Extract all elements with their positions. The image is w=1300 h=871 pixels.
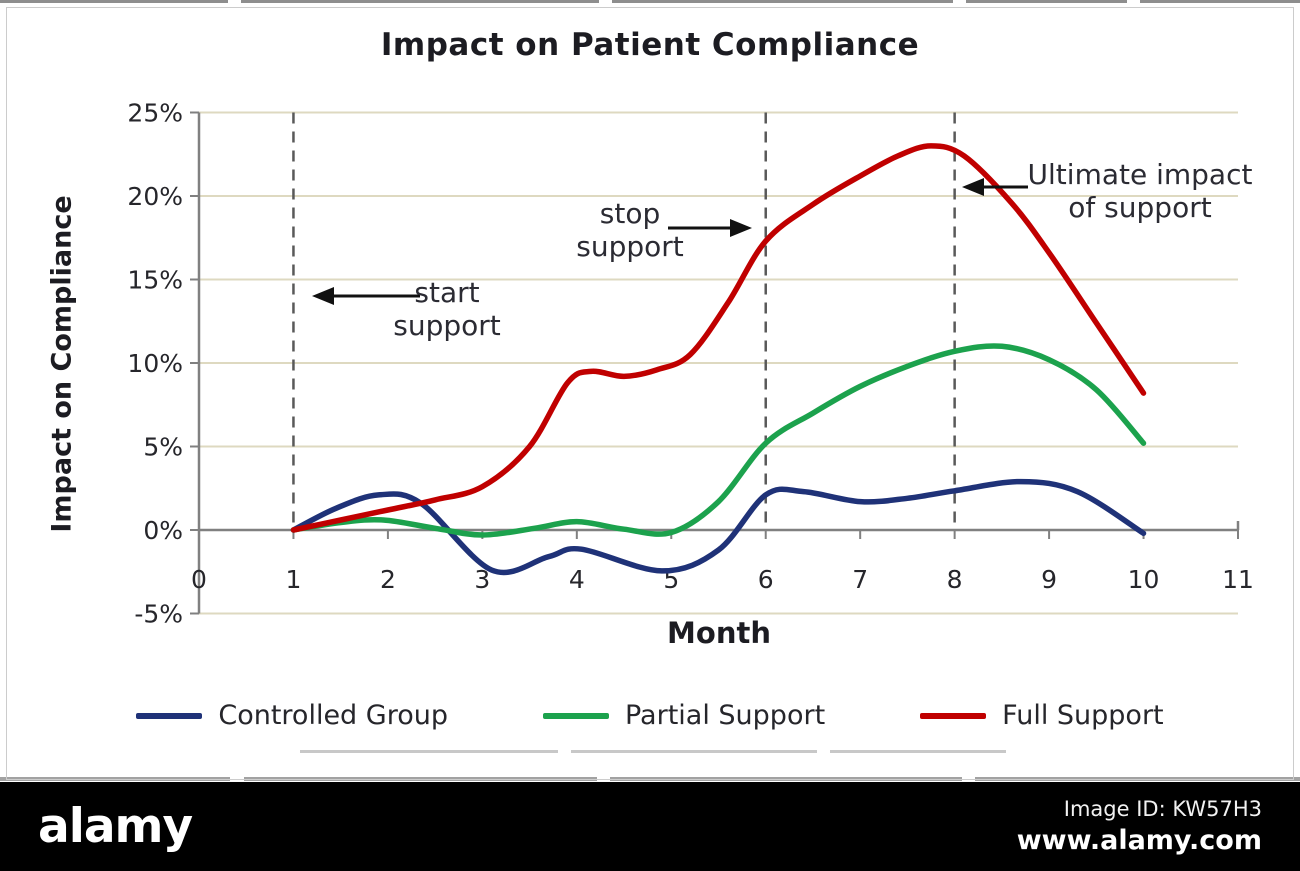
watermark-info: Image ID: KW57H3 www.alamy.com xyxy=(1017,797,1262,856)
annotation-arrow-head-stop-support xyxy=(730,219,752,237)
watermark-line-segment xyxy=(571,750,817,753)
annotation-arrow-head-start-support xyxy=(312,287,334,305)
legend-item-controlled-group: Controlled Group xyxy=(136,700,448,731)
y-tick-label: 0% xyxy=(143,516,183,545)
x-tick-label: 8 xyxy=(947,565,963,594)
series-line-full-support xyxy=(290,143,1147,533)
alamy-watermark-bar: alamy Image ID: KW57H3 www.alamy.com xyxy=(0,782,1300,871)
watermark-line-segment xyxy=(612,0,953,3)
x-tick-label: 11 xyxy=(1222,565,1254,594)
y-tick-label: 15% xyxy=(127,266,183,295)
x-tick-label: 3 xyxy=(474,565,490,594)
legend-item-partial-support: Partial Support xyxy=(542,700,826,731)
annotation-text-ultimate-impact: Ultimate impact of support xyxy=(1028,158,1253,224)
x-axis-title: Month xyxy=(667,616,771,650)
legend-swatch-partial-support xyxy=(542,712,609,719)
alamy-url: www.alamy.com xyxy=(1016,825,1262,856)
x-tick-label: 9 xyxy=(1041,565,1057,594)
watermark-line-segment xyxy=(0,0,228,3)
image-id-label: Image ID: KW57H3 xyxy=(1063,797,1262,821)
y-tick-label: 10% xyxy=(127,349,183,378)
legend-label-full-support: Full Support xyxy=(1002,700,1164,731)
x-tick-label: 2 xyxy=(380,565,396,594)
x-tick-label: 7 xyxy=(852,565,868,594)
annotation-text-stop-support: stop support xyxy=(576,197,684,263)
y-tick-label: -5% xyxy=(134,600,183,629)
x-tick-label: 1 xyxy=(286,565,302,594)
watermark-line-segment xyxy=(1140,0,1300,3)
watermark-line-segment xyxy=(300,750,558,753)
annotation-text-start-support: start support xyxy=(393,276,501,342)
y-tick-label: 20% xyxy=(127,182,183,211)
watermark-line-segment xyxy=(241,0,599,3)
x-tick-label: 4 xyxy=(569,565,585,594)
annotation-arrow-head-ultimate-impact xyxy=(962,178,984,196)
watermark-line-segment xyxy=(966,0,1127,3)
x-tick-label: 10 xyxy=(1128,565,1160,594)
chart-title: Impact on Patient Compliance xyxy=(380,27,920,63)
legend-label-partial-support: Partial Support xyxy=(624,700,826,731)
series-line-partial-support xyxy=(290,343,1147,538)
x-tick-label: 0 xyxy=(191,565,207,594)
legend-label-controlled-group: Controlled Group xyxy=(218,700,448,731)
series-line-controlled-group xyxy=(290,478,1147,576)
legend-swatch-full-support xyxy=(920,712,987,719)
chart-legend: Controlled Group Partial Support Full Su… xyxy=(0,700,1300,731)
legend-item-full-support: Full Support xyxy=(920,700,1164,731)
watermark-line-segment xyxy=(830,750,1006,753)
legend-swatch-controlled-group xyxy=(136,712,203,719)
x-tick-label: 6 xyxy=(758,565,774,594)
alamy-logo: alamy xyxy=(38,799,193,854)
y-tick-label: 25% xyxy=(127,99,183,128)
y-tick-label: 5% xyxy=(143,433,183,462)
